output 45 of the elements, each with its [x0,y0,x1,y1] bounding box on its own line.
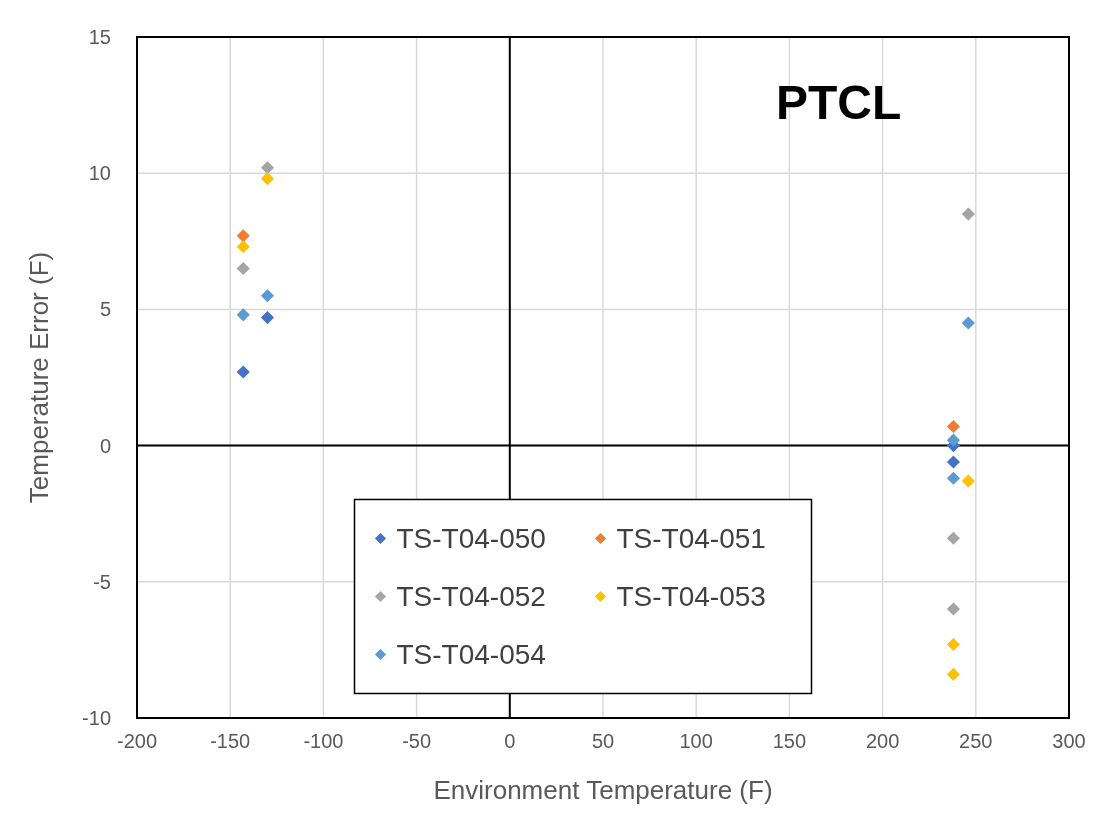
y-axis-title: Temperature Error (F) [24,251,54,504]
y-tick-label: 0 [99,434,111,457]
text: PTCL [775,75,902,129]
x-tick-label: 250 [959,730,993,752]
x-axis-title: Environment Temperature (F) [433,775,773,805]
x-tick-label: -150 [210,730,251,752]
point [961,474,975,488]
point [260,311,275,325]
x-tick-label: -50 [402,730,432,752]
point [236,365,250,379]
point [236,240,250,254]
point [260,289,275,303]
legend-label: TS-T04-054 [396,639,546,671]
legend-label: TS-T04-051 [616,523,766,555]
x-tick-label: 0 [504,730,516,752]
point [236,261,250,276]
point [260,172,275,186]
x-tick-label: -100 [303,730,344,752]
legend-label: TS-T04-053 [616,581,766,613]
point [961,316,975,330]
point [946,419,960,434]
x-tick-label: 100 [679,730,713,752]
y-tick-label: 15 [88,26,111,48]
x-tick-label: 150 [772,730,807,752]
y-tick-label: 10 [88,162,111,185]
point [236,229,250,243]
point [946,455,960,469]
point [946,433,960,447]
y-tick-label: 5 [99,298,111,321]
legend-label: TS-T04-052 [396,581,546,613]
point [236,308,250,322]
point [946,667,960,681]
y-tick-label: -5 [93,570,111,593]
x-tick-label: 200 [865,730,900,752]
legend-label: TS-T04-050 [396,523,546,555]
y-tick-label: -10 [82,707,111,729]
x-tick-label: -200 [116,730,158,752]
point [946,531,960,545]
point [946,471,960,485]
point [260,161,275,175]
point [946,637,960,652]
x-tick-label: 300 [1052,730,1086,752]
x-tick-label: 50 [591,730,615,752]
point [961,207,975,221]
point [946,602,960,616]
